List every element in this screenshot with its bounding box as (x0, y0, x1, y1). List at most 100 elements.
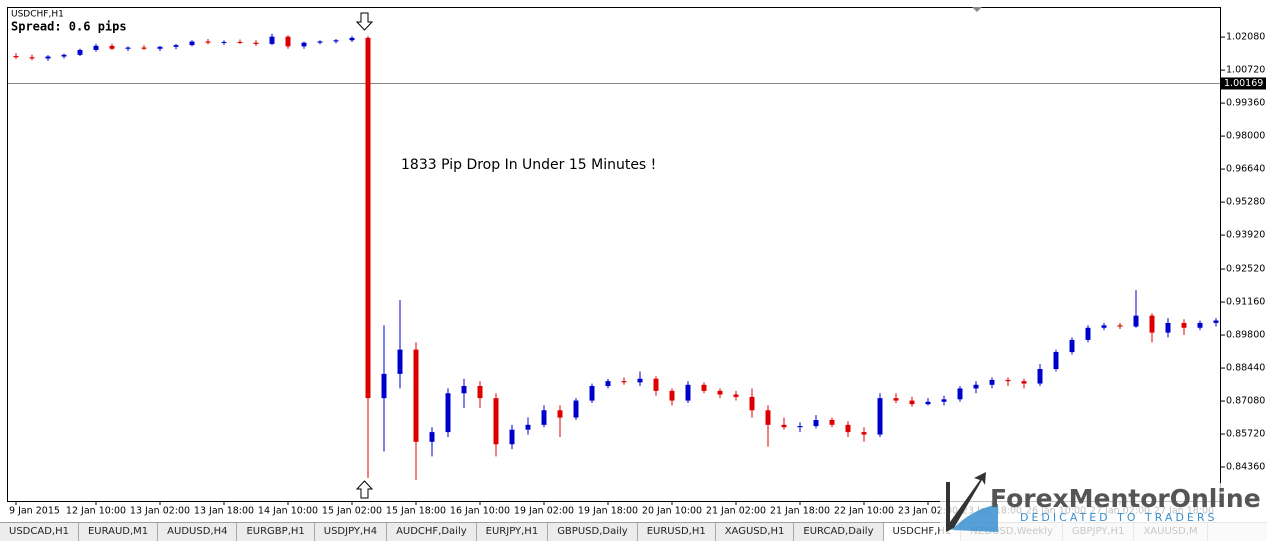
candle-body (253, 42, 259, 44)
y-tick-label: 0.98000 (1226, 131, 1265, 142)
candle-body (621, 381, 627, 383)
candle-body (77, 49, 83, 55)
x-tick-label: 19 Jan 02:00 (514, 506, 574, 517)
candle-body (989, 379, 995, 385)
x-tick-label: 23 Jan 02:00 (898, 506, 958, 517)
x-tick-label: 20 Jan 10:00 (642, 506, 702, 517)
arrow-up (355, 480, 374, 499)
candle-body (461, 385, 467, 394)
current-price-label: 1.00169 (1224, 78, 1263, 89)
logo-icon (946, 472, 986, 532)
chart-tab[interactable]: GBPUSD,Daily (548, 523, 638, 541)
candle-body (173, 45, 179, 47)
y-tick-label: 1.02080 (1226, 32, 1265, 43)
x-tick-label: 12 Jan 10:00 (66, 506, 126, 517)
x-tick-label: 13 Jan 18:00 (194, 506, 254, 517)
candle-body (781, 424, 787, 428)
annotation: 1833 Pip Drop In Under 15 Minutes ! (401, 157, 656, 173)
candle-body (1037, 369, 1043, 384)
candle-body (189, 41, 195, 46)
shift-marker (972, 7, 982, 12)
y-tick-label: 1.00720 (1226, 65, 1265, 76)
candle-body (445, 393, 451, 433)
candle-body (109, 45, 115, 49)
x-tick-label: 14 Jan 10:00 (258, 506, 318, 517)
x-tick-label: 21 Jan 02:00 (706, 506, 766, 517)
candle-body (909, 400, 915, 405)
candle-body (381, 373, 387, 399)
candle-body (877, 398, 883, 435)
candle-body (1197, 322, 1203, 328)
candle-body (1101, 325, 1107, 328)
candle-body (829, 419, 835, 425)
candle-body (285, 36, 291, 47)
chart-tab[interactable]: USDCAD,H1 (0, 523, 79, 541)
logo-name: ForexMentorOnline (990, 484, 1261, 513)
y-tick-label: 0.96640 (1226, 164, 1265, 175)
chart-tab[interactable]: EURUSD,H1 (638, 523, 716, 541)
candle-body (397, 349, 403, 374)
candle-body (765, 410, 771, 425)
chart-tab[interactable]: USDJPY,H4 (315, 523, 388, 541)
candle-body (13, 56, 19, 58)
candle-body (237, 41, 243, 43)
candle-body (717, 390, 723, 395)
logo-tagline: DEDICATED TO TRADERS (1020, 511, 1217, 524)
candle-body (205, 41, 211, 43)
candle-body (637, 378, 643, 383)
logo-wave (952, 504, 998, 532)
candle-body (1069, 339, 1075, 353)
candle-body (1149, 315, 1155, 333)
x-tick-label: 13 Jan 02:00 (130, 506, 190, 517)
candle-body (269, 36, 275, 44)
chart-tab[interactable]: AUDCHF,Daily (387, 523, 477, 541)
candle-body (493, 398, 499, 445)
chart-tab[interactable]: AUDUSD,H4 (158, 523, 238, 541)
candle-body (749, 396, 755, 411)
candle-body (941, 399, 947, 402)
x-tick-label: 15 Jan 02:00 (322, 506, 382, 517)
x-tick-label: 22 Jan 10:00 (834, 506, 894, 517)
y-tick-label: 0.84360 (1226, 462, 1265, 473)
chart: USDCHF,H1 Spread: 0.6 pips 1833 Pip Drop… (7, 7, 1266, 517)
candle-body (1085, 327, 1091, 340)
y-tick-label: 0.99360 (1226, 98, 1265, 109)
candle-body (29, 57, 35, 59)
y-tick-label: 0.88440 (1226, 363, 1265, 374)
candle-body (45, 56, 51, 59)
candle-body (845, 424, 851, 433)
candle-body (349, 37, 355, 41)
candle-body (1053, 352, 1059, 370)
chart-tab[interactable]: EURGBP,H1 (237, 523, 315, 541)
candle-body (589, 385, 595, 401)
candle-body (61, 54, 67, 57)
spread-label: Spread: 0.6 pips (11, 20, 127, 34)
chart-tab[interactable]: EURCAD,Daily (794, 523, 884, 541)
chart-tab[interactable]: XAGUSD,H1 (716, 523, 795, 541)
x-tick-label: 9 Jan 2015 (9, 506, 60, 517)
candle-body (653, 378, 659, 391)
logo: ForexMentorOnline DEDICATED TO TRADERS (940, 472, 1267, 541)
candle-body (1133, 315, 1139, 327)
candle-body (925, 401, 931, 405)
x-tick-label: 19 Jan 18:00 (578, 506, 638, 517)
candle-body (701, 384, 707, 391)
y-tick-label: 0.91160 (1226, 297, 1265, 308)
candle-body (141, 47, 147, 49)
candle-body (813, 419, 819, 427)
y-tick-label: 0.95280 (1226, 197, 1265, 208)
candle-body (93, 45, 99, 50)
candle-body (1021, 381, 1027, 384)
candle-body (301, 42, 307, 47)
chart-tab[interactable]: EURJPY,H1 (477, 523, 549, 541)
candle-body (429, 432, 435, 442)
candle-body (605, 381, 611, 386)
candle-body (669, 390, 675, 401)
candle-body (573, 400, 579, 418)
candle-body (333, 40, 339, 42)
candle-body (1005, 379, 1011, 382)
chart-tab[interactable]: EURAUD,M1 (79, 523, 159, 541)
candle-body (557, 410, 563, 418)
candle-body (477, 385, 483, 399)
candle-body (733, 394, 739, 397)
